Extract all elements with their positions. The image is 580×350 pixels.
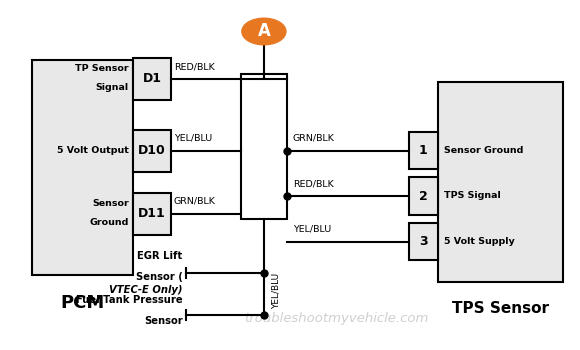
Text: GRN/BLK: GRN/BLK [174, 197, 216, 206]
FancyBboxPatch shape [241, 74, 287, 219]
Text: D1: D1 [143, 72, 162, 85]
Text: 5 Volt Output: 5 Volt Output [57, 146, 129, 155]
Circle shape [242, 18, 286, 45]
Text: Signal: Signal [96, 83, 129, 92]
Text: Sensor: Sensor [92, 199, 129, 208]
Text: Sensor: Sensor [144, 316, 183, 326]
Text: 3: 3 [419, 235, 427, 248]
Text: D11: D11 [139, 207, 166, 220]
FancyBboxPatch shape [133, 58, 171, 100]
FancyBboxPatch shape [133, 130, 171, 172]
FancyBboxPatch shape [409, 177, 438, 215]
FancyBboxPatch shape [438, 82, 563, 282]
Text: D10: D10 [139, 144, 166, 157]
Text: YEL/BLU: YEL/BLU [293, 225, 331, 234]
FancyBboxPatch shape [409, 132, 438, 169]
Text: TP Sensor: TP Sensor [75, 64, 129, 74]
Text: YEL/BLU: YEL/BLU [272, 272, 281, 309]
Text: RED/BLK: RED/BLK [174, 62, 215, 71]
Text: VTEC-E Only): VTEC-E Only) [109, 285, 183, 295]
Text: Sensor Ground: Sensor Ground [444, 146, 523, 155]
Text: Ground: Ground [89, 218, 129, 227]
Text: troubleshootmyvehicle.com: troubleshootmyvehicle.com [244, 312, 429, 325]
Text: Fuel Tank Pressure: Fuel Tank Pressure [76, 295, 183, 305]
Text: Sensor (: Sensor ( [136, 272, 183, 282]
Text: GRN/BLK: GRN/BLK [293, 134, 335, 143]
FancyBboxPatch shape [133, 193, 171, 235]
Text: 5 Volt Supply: 5 Volt Supply [444, 237, 514, 246]
FancyBboxPatch shape [409, 223, 438, 260]
Text: 2: 2 [419, 189, 428, 203]
FancyBboxPatch shape [32, 60, 133, 275]
Text: PCM: PCM [60, 294, 105, 312]
Text: RED/BLK: RED/BLK [293, 179, 333, 188]
Text: YEL/BLU: YEL/BLU [174, 134, 212, 143]
Text: TPS Sensor: TPS Sensor [452, 301, 549, 316]
Text: 1: 1 [419, 144, 428, 157]
Text: TPS Signal: TPS Signal [444, 191, 501, 201]
Text: A: A [258, 22, 270, 41]
Text: EGR Lift: EGR Lift [137, 251, 183, 261]
